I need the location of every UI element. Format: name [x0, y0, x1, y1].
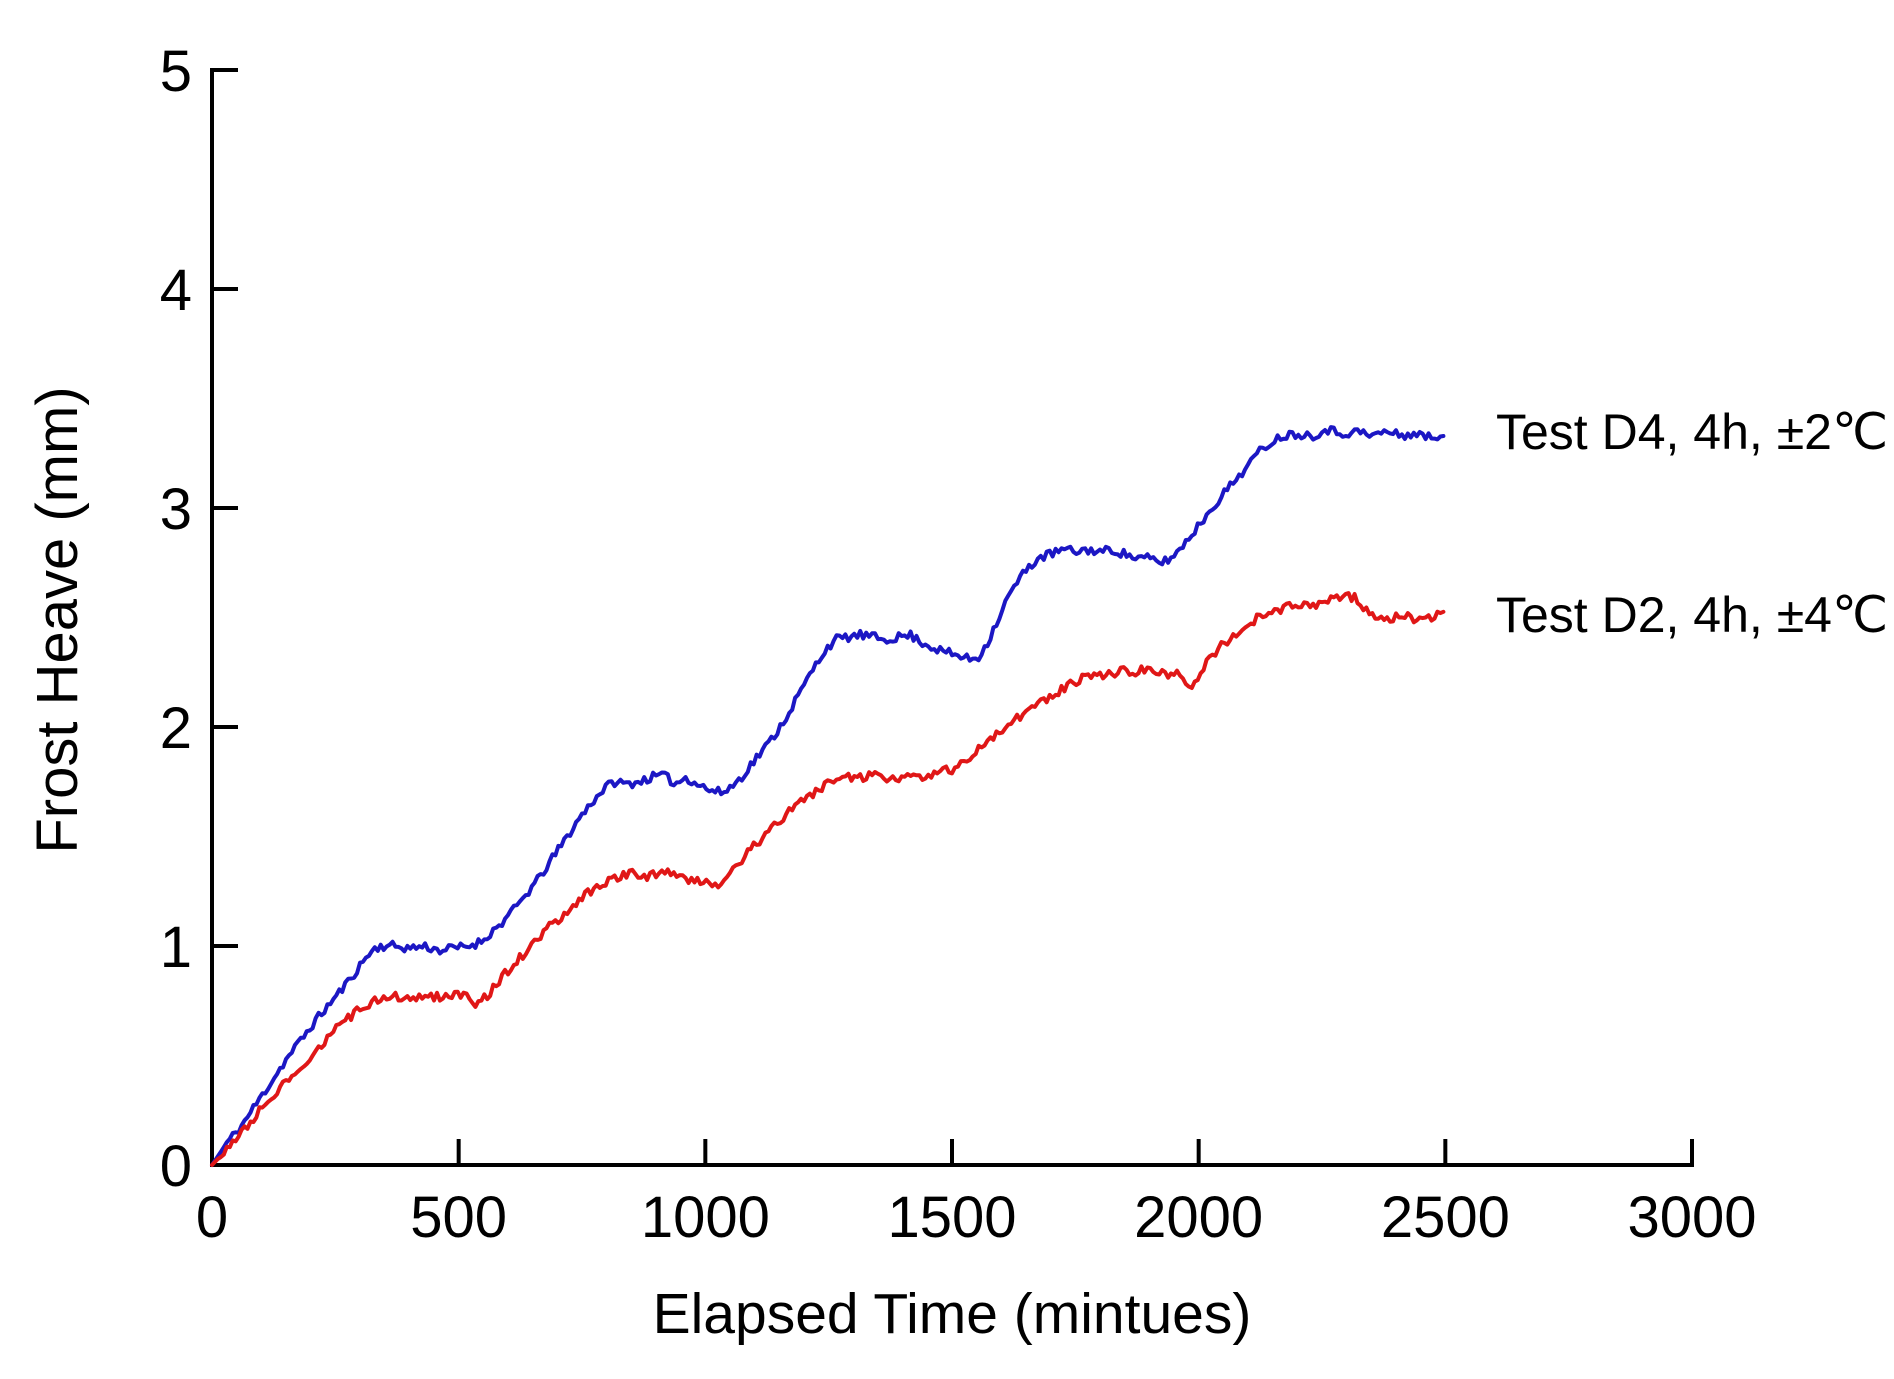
y-tick-label: 4	[160, 258, 192, 323]
legend-label-test-d4: Test D4, 4h, ±2℃	[1496, 404, 1889, 460]
x-tick-label: 500	[410, 1185, 507, 1250]
x-tick-label: 0	[196, 1185, 228, 1250]
x-tick-label: 1500	[887, 1185, 1016, 1250]
legend-label-test-d2: Test D2, 4h, ±4℃	[1496, 587, 1889, 643]
y-tick-label: 2	[160, 696, 192, 761]
series-line-test-d2	[210, 591, 1446, 1167]
x-axis-title: Elapsed Time (mintues)	[652, 1282, 1252, 1346]
x-tick-label: 2000	[1134, 1185, 1263, 1250]
y-tick-label: 0	[160, 1134, 192, 1199]
y-tick-label: 5	[160, 39, 192, 104]
x-tick-label: 1000	[641, 1185, 770, 1250]
y-axis-title: Frost Heave (mm)	[25, 386, 91, 854]
y-tick-label: 1	[160, 915, 192, 980]
x-tick-label: 3000	[1627, 1185, 1756, 1250]
y-tick-label: 3	[160, 477, 192, 542]
x-tick-label: 2500	[1381, 1185, 1510, 1250]
series-line-test-d4	[210, 425, 1446, 1167]
